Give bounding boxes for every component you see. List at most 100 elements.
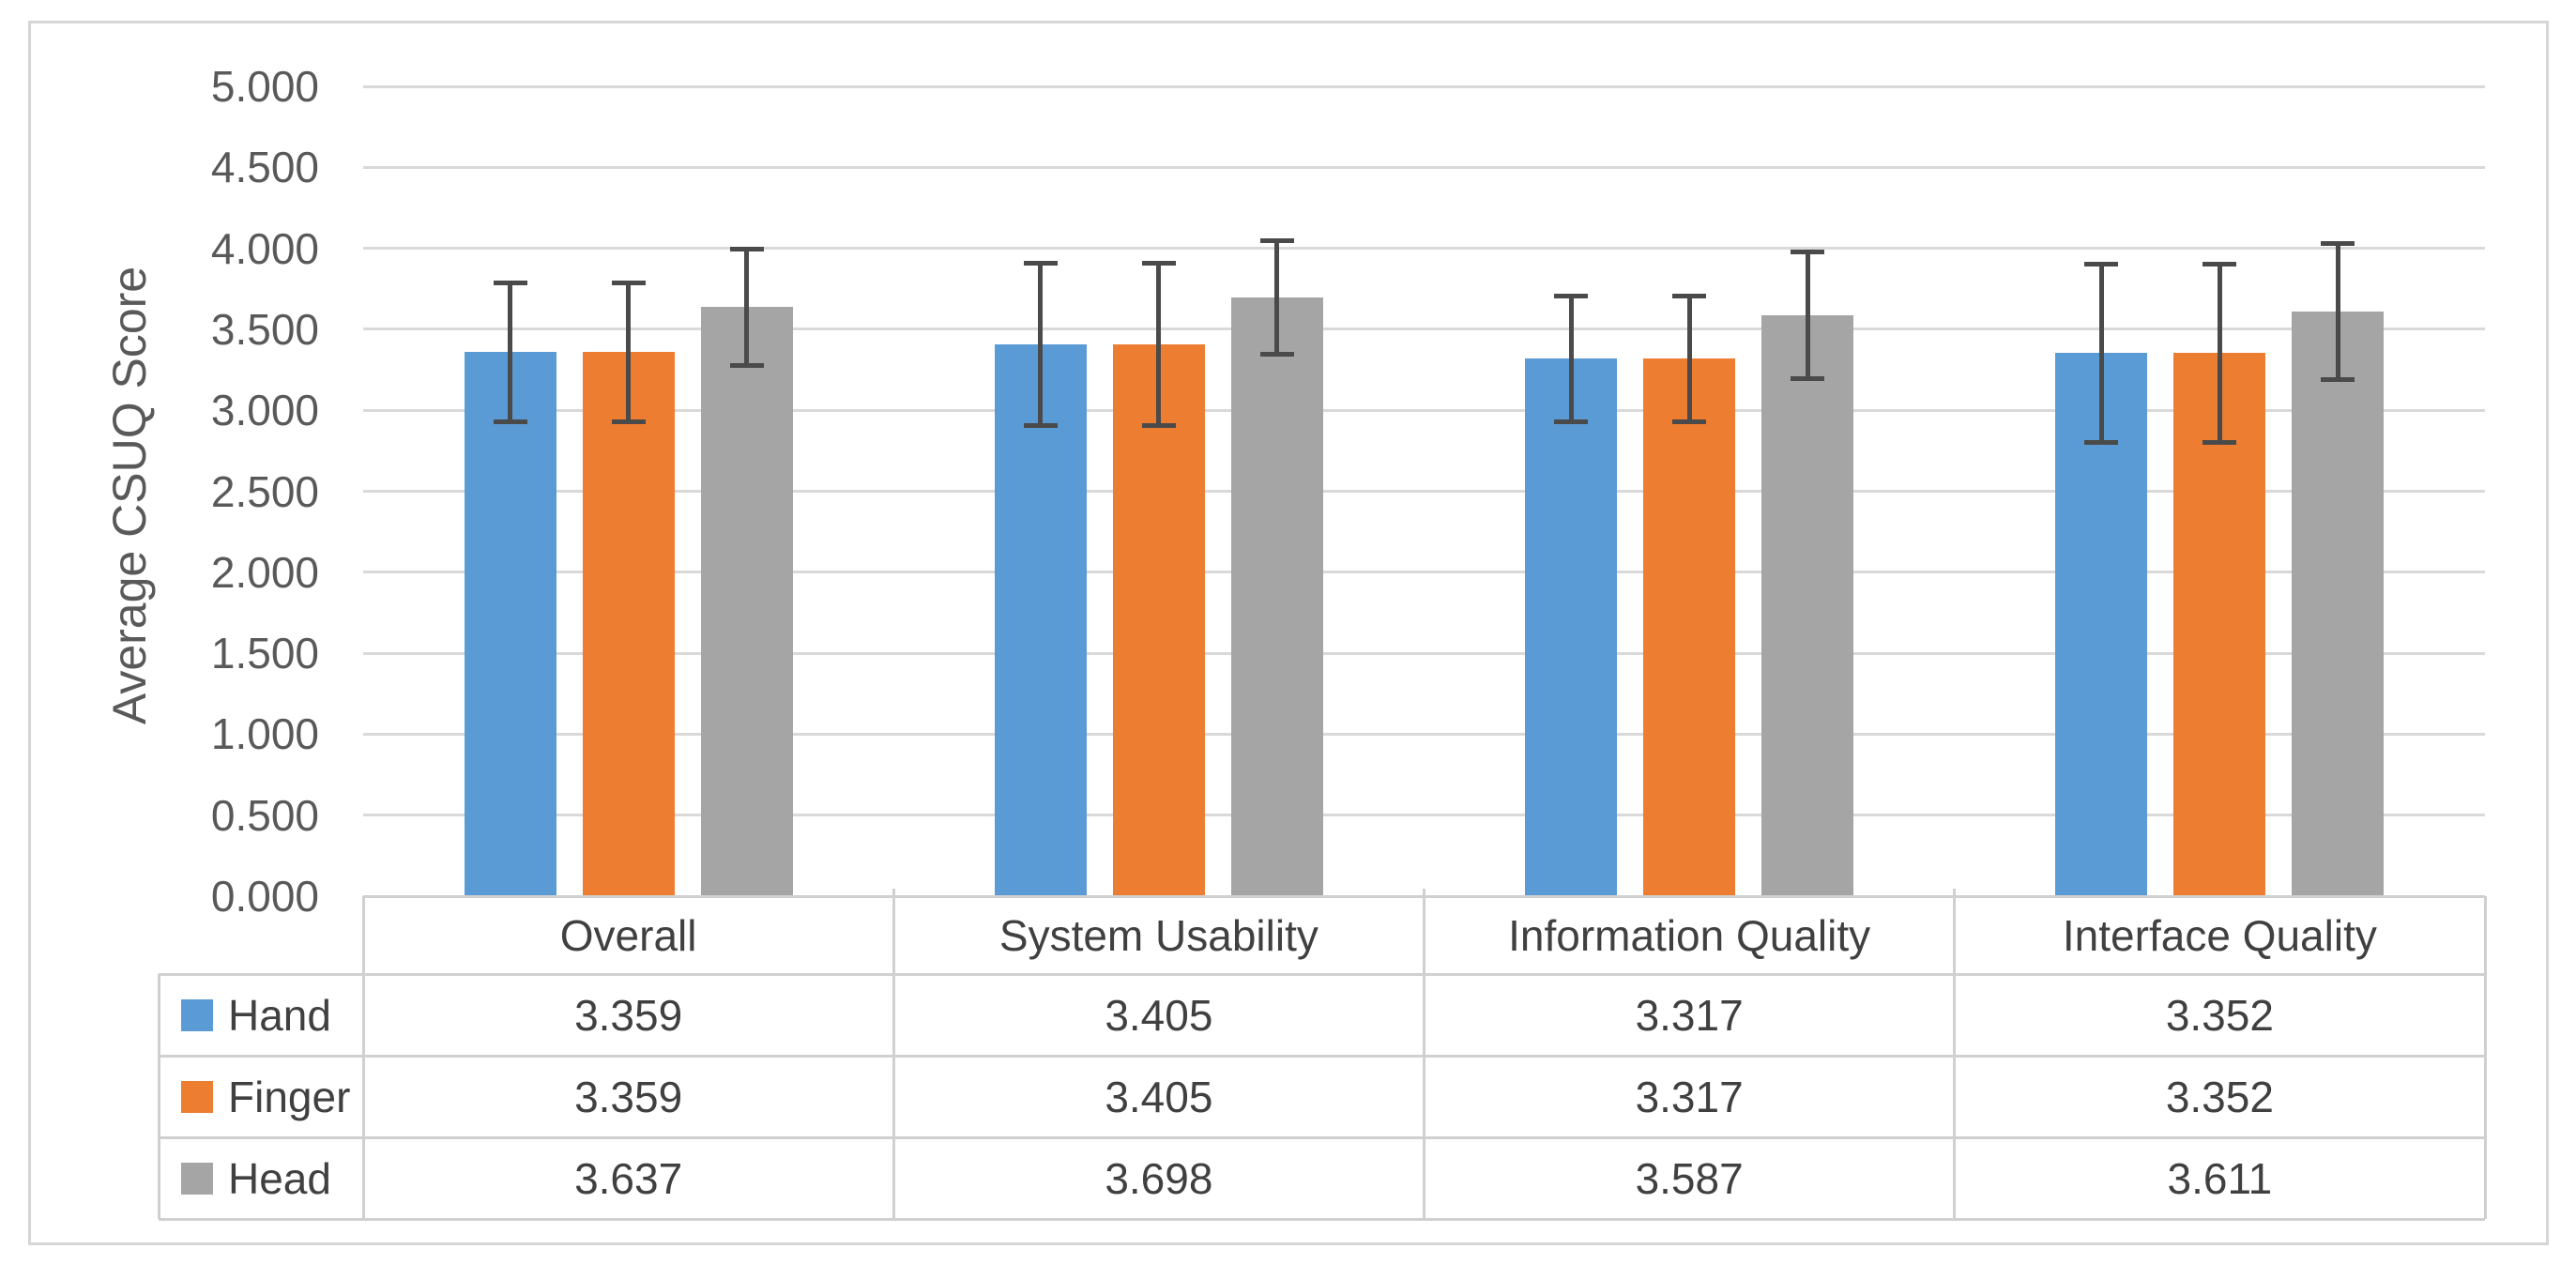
table-cell-hand-overall: 3.359 (574, 990, 683, 1040)
error-bar-cap-bottom (2203, 439, 2237, 445)
gridline (363, 84, 2485, 88)
bar-hand-information-quality (1525, 358, 1618, 896)
table-cell-hand-information-quality: 3.317 (1635, 990, 1744, 1040)
table-cell-hand-interface-quality: 3.352 (2165, 990, 2274, 1040)
table-column-line (1423, 889, 1425, 1219)
gridline (363, 327, 2485, 331)
error-bar-cap-top (611, 280, 646, 285)
error-bar-finger-overall (626, 282, 632, 422)
gridline (363, 814, 2485, 817)
legend-item-head: Head (159, 1137, 363, 1219)
error-bar-cap-bottom (1141, 423, 1176, 429)
error-bar-hand-overall (508, 282, 513, 422)
table-cell-head-overall: 3.637 (574, 1153, 683, 1203)
table-cell-finger-system-usability: 3.405 (1105, 1072, 1213, 1121)
error-bar-finger-system-usability (1156, 263, 1162, 426)
error-bar-cap-bottom (1791, 375, 1825, 381)
error-bar-cap-bottom (611, 419, 646, 424)
bar-head-interface-quality (2292, 311, 2385, 896)
error-bar-cap-top (1023, 261, 1058, 267)
legend-swatch-finger (181, 1080, 213, 1113)
y-tick-label: 4.000 (210, 223, 319, 273)
table-cell-finger-interface-quality: 3.352 (2165, 1072, 2274, 1121)
gridline (363, 571, 2485, 574)
error-bar-cap-bottom (2084, 439, 2119, 445)
error-bar-hand-information-quality (1568, 296, 1574, 422)
table-column-line (361, 896, 365, 1219)
error-bar-cap-bottom (1023, 423, 1058, 429)
error-bar-cap-top (2321, 240, 2355, 246)
bar-head-information-quality (1761, 314, 1854, 896)
error-bar-cap-top (1791, 250, 1825, 255)
table-column-line (1953, 889, 1957, 1219)
error-bar-head-system-usability (1274, 240, 1280, 355)
table-row-line (159, 1054, 2485, 1058)
bar-finger-overall (582, 352, 675, 896)
error-bar-head-interface-quality (2335, 243, 2340, 380)
gridline (363, 490, 2485, 493)
gridline (363, 651, 2485, 655)
table-header-interface-quality: Interface Quality (2062, 910, 2377, 960)
table-row-line (159, 1135, 2485, 1139)
error-bar-head-overall (744, 249, 750, 366)
error-bar-finger-information-quality (1686, 296, 1692, 422)
error-bar-hand-system-usability (1038, 263, 1044, 426)
error-bar-cap-top (1554, 293, 1589, 298)
error-bar-head-information-quality (1805, 251, 1810, 379)
bar-head-system-usability (1230, 297, 1323, 896)
legend-label-finger: Finger (228, 1072, 351, 1121)
y-tick-label: 4.500 (210, 143, 319, 192)
error-bar-cap-bottom (493, 419, 527, 424)
bar-hand-system-usability (994, 344, 1087, 896)
table-cell-finger-overall: 3.359 (574, 1072, 683, 1121)
table-cell-head-interface-quality: 3.611 (2167, 1153, 2273, 1203)
legend-label-hand: Hand (228, 990, 331, 1040)
error-bar-cap-bottom (1554, 419, 1589, 425)
error-bar-hand-interface-quality (2098, 264, 2104, 443)
y-tick-label: 3.000 (210, 386, 319, 435)
error-bar-cap-top (1141, 261, 1176, 267)
legend-item-hand: Hand (159, 974, 363, 1056)
table-cell-hand-system-usability: 3.405 (1105, 990, 1213, 1040)
legend-item-finger: Finger (159, 1056, 363, 1137)
y-tick-label: 2.500 (210, 466, 319, 516)
bar-hand-overall (464, 352, 556, 896)
legend-column-line (157, 974, 160, 1219)
y-tick-label: 5.000 (210, 62, 319, 111)
error-bar-cap-bottom (729, 362, 764, 368)
y-tick-label: 2.000 (210, 547, 319, 597)
y-tick-label: 0.000 (210, 872, 319, 921)
table-column-line (2483, 896, 2487, 1219)
table-header-system-usability: System Usability (998, 910, 1318, 960)
bar-head-overall (700, 307, 793, 896)
table-cell-finger-information-quality: 3.317 (1635, 1072, 1744, 1121)
table-column-line (892, 889, 895, 1219)
bar-finger-system-usability (1112, 344, 1205, 896)
error-bar-cap-bottom (1259, 351, 1294, 357)
bar-finger-information-quality (1643, 358, 1736, 896)
y-tick-label: 0.500 (210, 790, 319, 840)
error-bar-cap-top (2203, 262, 2237, 267)
legend-label-head: Head (228, 1153, 331, 1203)
y-tick-label: 1.000 (210, 709, 319, 759)
legend-swatch-hand (181, 998, 213, 1031)
table-row-line (159, 972, 2485, 976)
error-bar-cap-top (493, 280, 527, 285)
gridline (363, 165, 2485, 169)
error-bar-cap-top (1259, 237, 1294, 243)
y-tick-label: 1.500 (210, 629, 319, 678)
gridline (363, 408, 2485, 412)
table-row-line (159, 1217, 2485, 1221)
table-cell-head-system-usability: 3.698 (1105, 1153, 1213, 1203)
error-bar-cap-top (1672, 293, 1707, 298)
table-cell-head-information-quality: 3.587 (1635, 1153, 1744, 1203)
gridline (363, 247, 2485, 251)
legend-swatch-head (181, 1162, 213, 1195)
error-bar-cap-bottom (2321, 376, 2355, 382)
error-bar-finger-interface-quality (2217, 264, 2222, 443)
table-header-overall: Overall (559, 910, 697, 960)
table-header-information-quality: Information Quality (1508, 910, 1871, 960)
gridline (363, 732, 2485, 736)
y-tick-label: 3.500 (210, 304, 319, 354)
